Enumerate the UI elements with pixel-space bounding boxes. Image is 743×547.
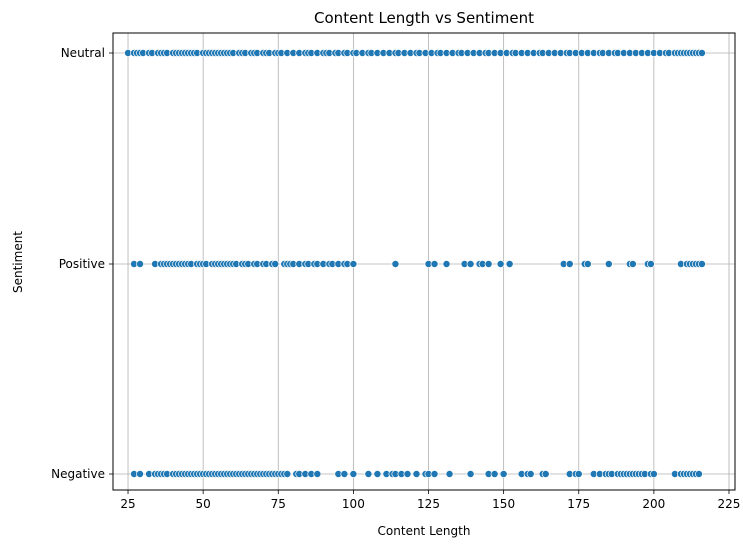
data-point bbox=[403, 470, 412, 478]
data-point bbox=[499, 470, 508, 478]
data-point bbox=[136, 470, 144, 478]
data-point bbox=[271, 260, 280, 268]
data-point bbox=[697, 49, 706, 57]
data-point bbox=[646, 260, 655, 268]
data-point bbox=[442, 260, 451, 268]
data-point bbox=[574, 470, 583, 478]
data-point bbox=[430, 260, 439, 268]
x-tick-label: 125 bbox=[417, 497, 440, 511]
data-point bbox=[466, 470, 475, 478]
data-point bbox=[697, 260, 706, 268]
data-point bbox=[466, 260, 475, 268]
data-point bbox=[484, 260, 493, 268]
x-axis-label: Content Length bbox=[378, 524, 471, 538]
data-point bbox=[565, 260, 574, 268]
y-tick-label: Positive bbox=[59, 257, 105, 271]
data-point bbox=[340, 470, 349, 478]
data-point bbox=[541, 470, 550, 478]
chart-title: Content Length vs Sentiment bbox=[314, 9, 534, 27]
data-point bbox=[694, 470, 703, 478]
y-axis-ticks: Negative Positive Neutral bbox=[51, 46, 113, 481]
y-tick-label: Negative bbox=[51, 467, 105, 481]
data-point bbox=[136, 260, 144, 268]
x-tick-label: 50 bbox=[196, 497, 211, 511]
data-point bbox=[373, 470, 382, 478]
data-point bbox=[349, 260, 358, 268]
data-point bbox=[526, 470, 535, 478]
data-points bbox=[124, 49, 706, 478]
data-point bbox=[496, 260, 505, 268]
y-tick-label: Neutral bbox=[61, 46, 105, 60]
data-point bbox=[604, 260, 613, 268]
data-point bbox=[649, 470, 658, 478]
plot-frame bbox=[112, 32, 736, 491]
data-point bbox=[283, 470, 292, 478]
data-point bbox=[430, 470, 439, 478]
x-tick-label: 100 bbox=[342, 497, 365, 511]
data-point bbox=[412, 470, 421, 478]
x-tick-label: 225 bbox=[718, 497, 741, 511]
x-tick-label: 75 bbox=[271, 497, 286, 511]
y-axis-label: Sentiment bbox=[11, 231, 25, 293]
x-tick-label: 25 bbox=[120, 497, 135, 511]
data-point bbox=[628, 260, 637, 268]
data-point bbox=[505, 260, 514, 268]
x-tick-label: 200 bbox=[642, 497, 665, 511]
x-tick-label: 150 bbox=[492, 497, 515, 511]
data-point bbox=[313, 470, 322, 478]
x-axis-ticks: 25 50 75 100 125 150 175 200 225 bbox=[120, 490, 740, 511]
x-tick-label: 175 bbox=[567, 497, 590, 511]
data-point bbox=[583, 260, 592, 268]
data-point bbox=[445, 470, 454, 478]
data-point bbox=[391, 260, 400, 268]
data-point bbox=[349, 470, 358, 478]
data-point bbox=[364, 470, 373, 478]
data-point bbox=[490, 470, 499, 478]
